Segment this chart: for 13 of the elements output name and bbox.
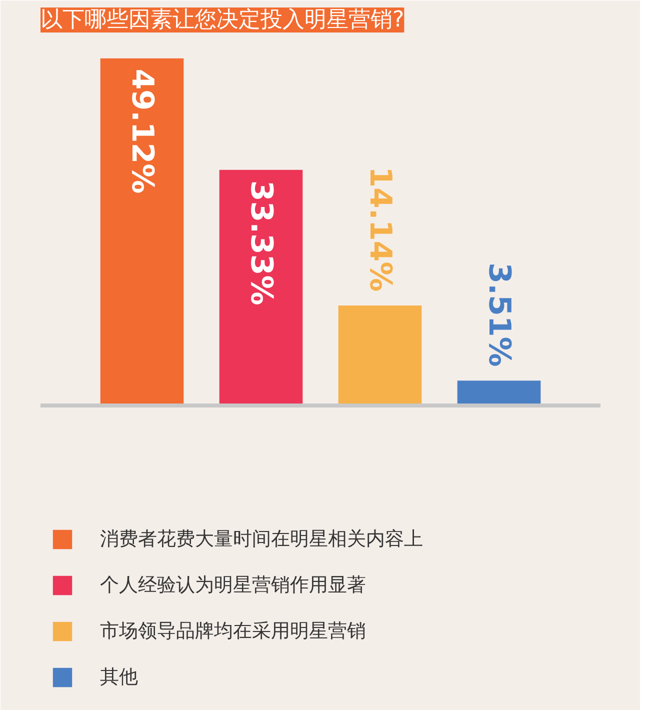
- bar: [457, 380, 541, 406]
- legend-label: 其他: [100, 665, 138, 690]
- bar: [338, 306, 422, 406]
- bar: [219, 170, 303, 406]
- bar: [100, 58, 184, 406]
- legend-label: 个人经验认为明星营销作用显著: [100, 573, 366, 598]
- data-label: 14.14%: [362, 166, 398, 292]
- data-label: 49.12%: [124, 68, 160, 194]
- legend-label: 市场领导品牌均在采用明星营销: [100, 619, 366, 644]
- data-label: 3.51%: [482, 262, 516, 367]
- legend-label: 消费者花费大量时间在明星相关内容上: [100, 527, 423, 552]
- chart-title: 以下哪些因素让您决定投入明星营销?: [40, 8, 404, 32]
- data-label: 33.33%: [244, 180, 278, 306]
